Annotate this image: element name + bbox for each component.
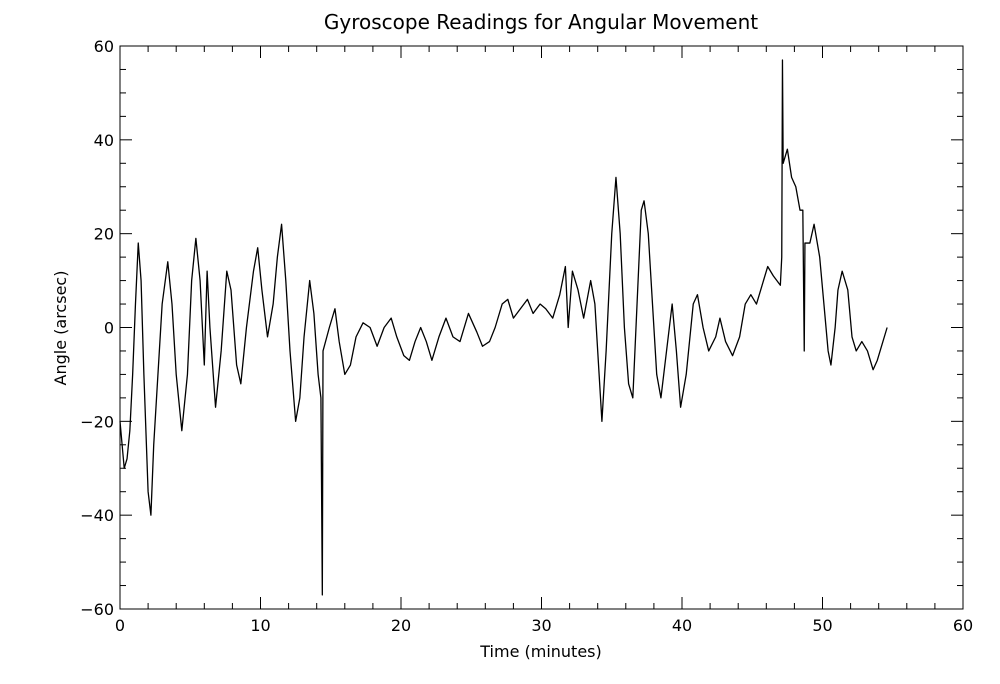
chart-title: Gyroscope Readings for Angular Movement bbox=[324, 10, 758, 34]
x-tick-label: 30 bbox=[531, 616, 551, 635]
y-tick-label: 0 bbox=[104, 319, 114, 338]
x-tick-label: 40 bbox=[672, 616, 692, 635]
y-tick-label: −20 bbox=[80, 412, 114, 431]
x-tick-label: 20 bbox=[391, 616, 411, 635]
x-tick-label: 0 bbox=[115, 616, 125, 635]
x-tick-label: 60 bbox=[953, 616, 973, 635]
x-axis-label: Time (minutes) bbox=[479, 642, 602, 661]
x-tick-label: 50 bbox=[812, 616, 832, 635]
x-tick-label: 10 bbox=[250, 616, 270, 635]
y-tick-label: −40 bbox=[80, 506, 114, 525]
y-axis-label: Angle (arcsec) bbox=[51, 271, 70, 386]
y-tick-label: 60 bbox=[94, 37, 114, 56]
y-tick-label: 20 bbox=[94, 225, 114, 244]
data-line bbox=[119, 59, 888, 596]
y-tick-label: −60 bbox=[80, 600, 114, 619]
y-tick-label: 40 bbox=[94, 131, 114, 150]
